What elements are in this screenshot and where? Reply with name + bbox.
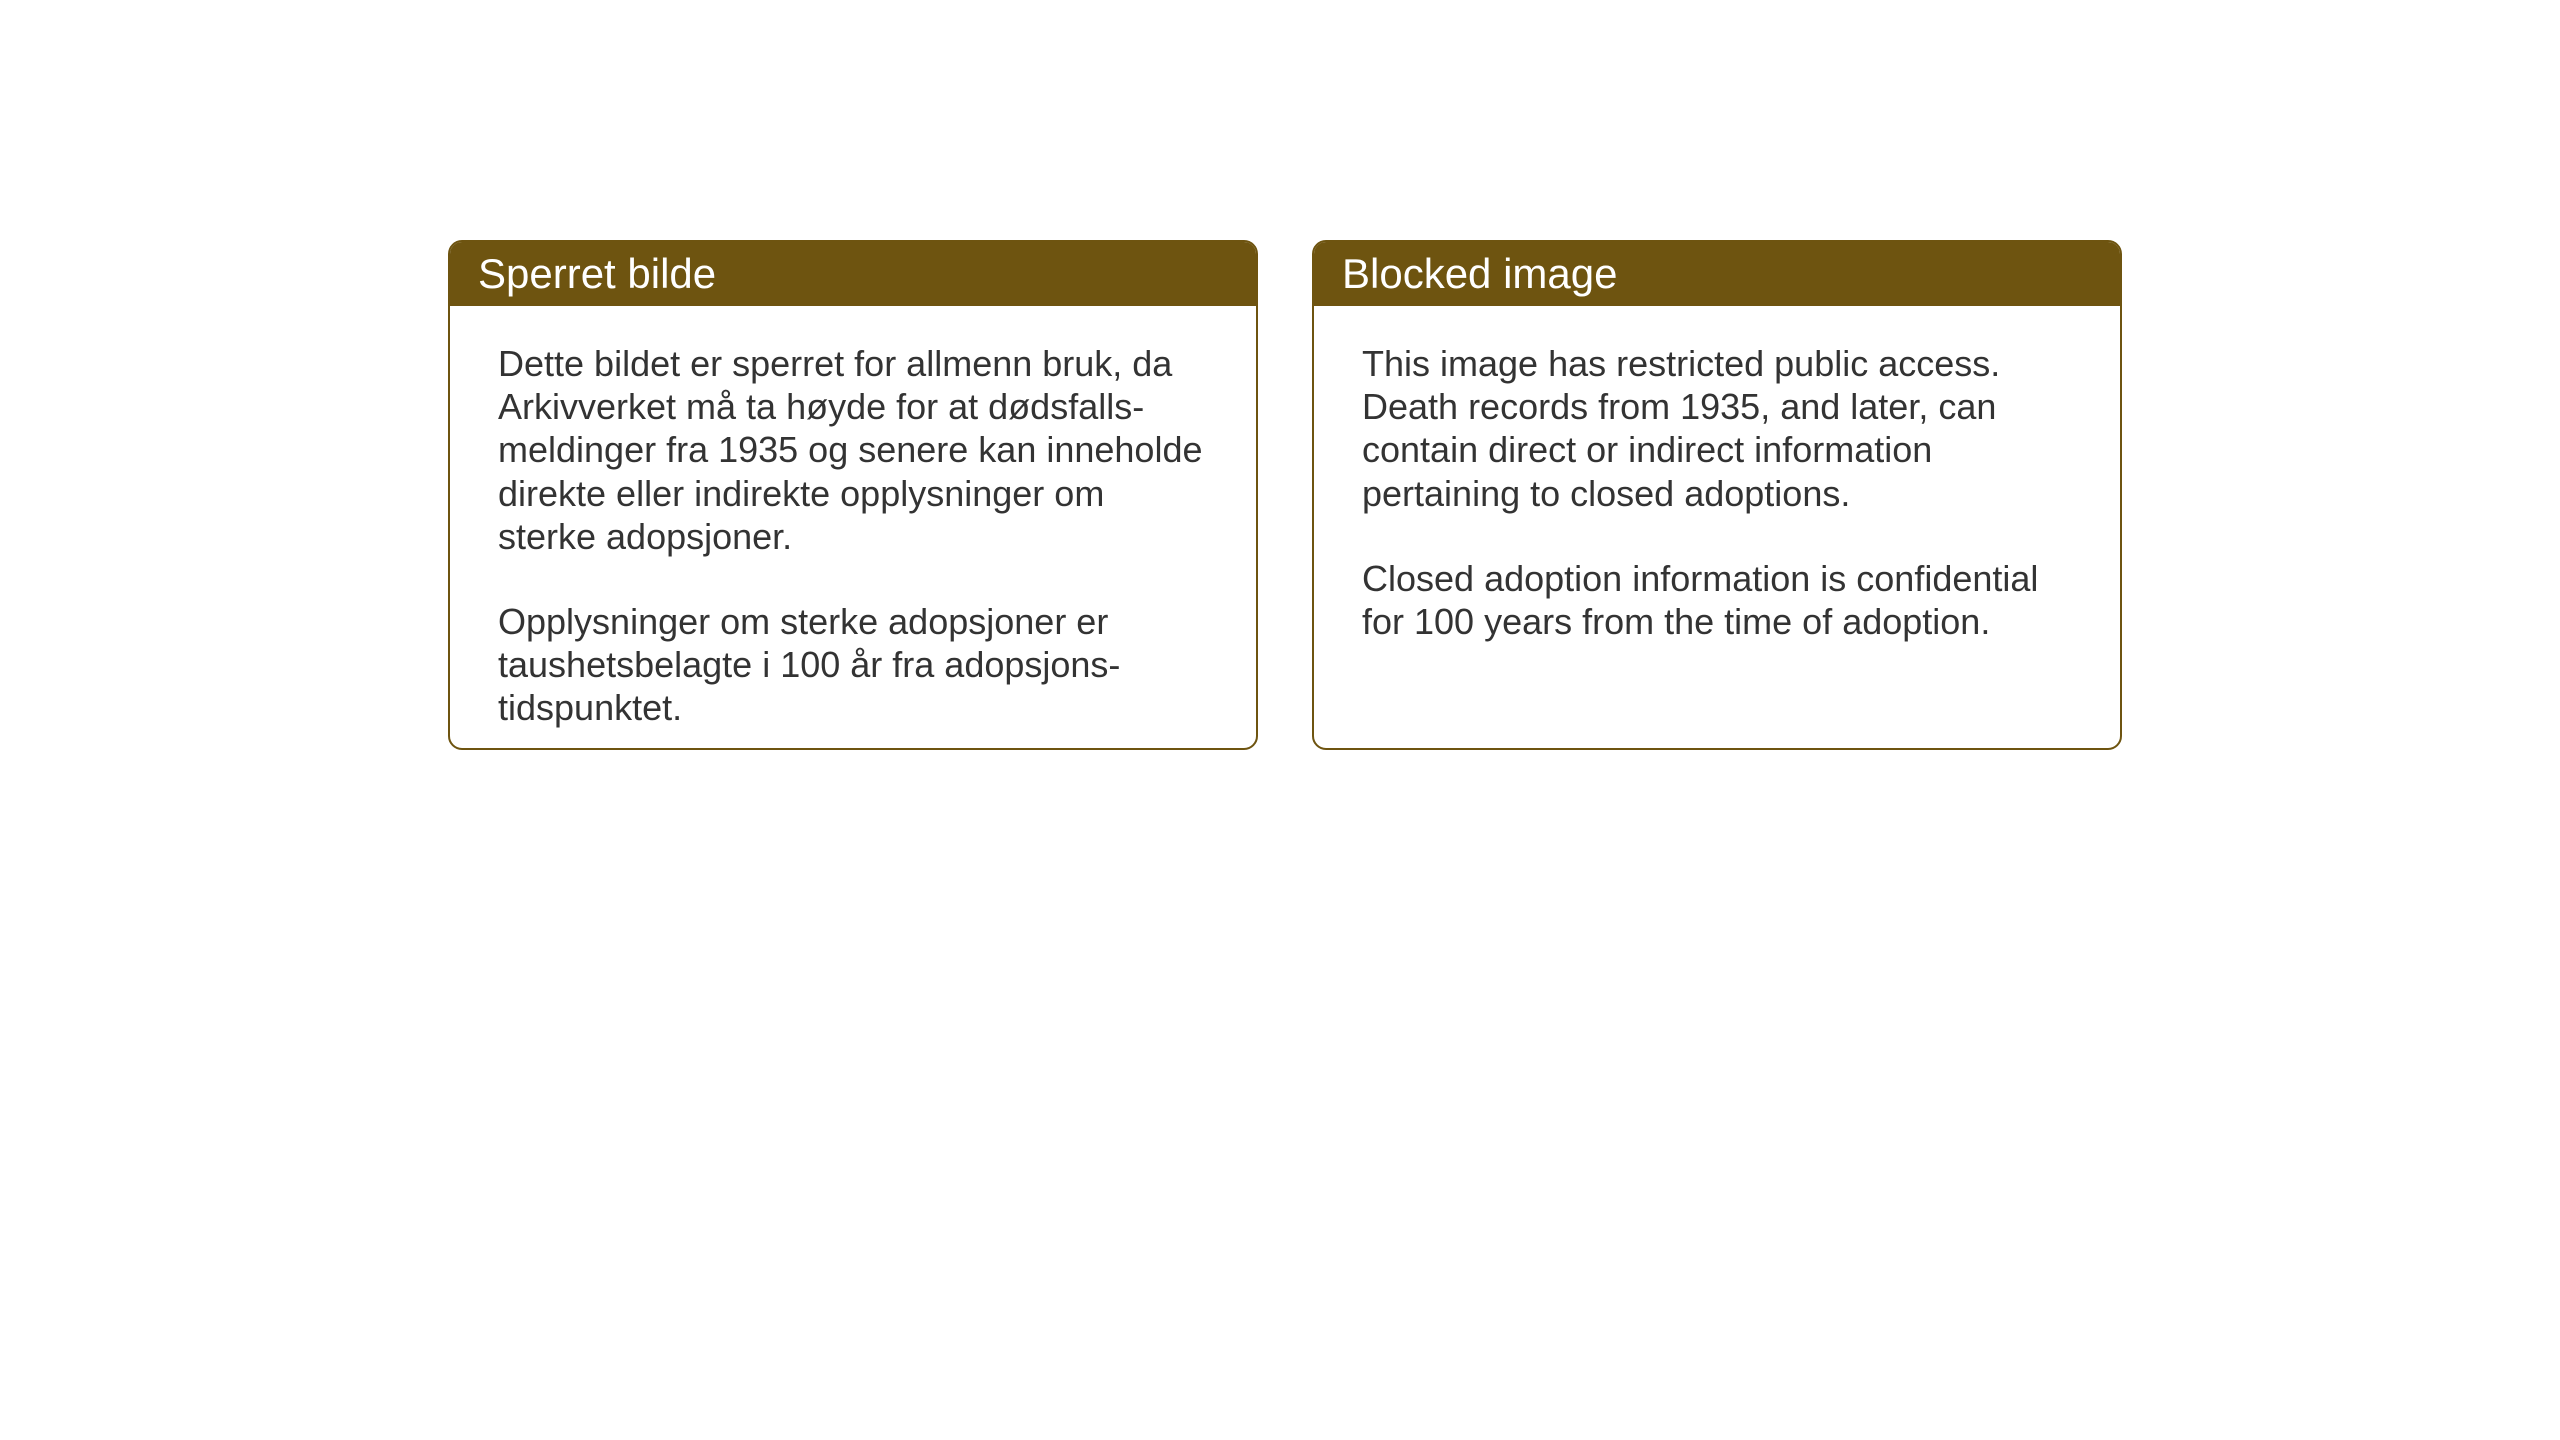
notice-cards-container: Sperret bilde Dette bildet er sperret fo…: [448, 240, 2560, 750]
english-paragraph-2: Closed adoption information is confident…: [1362, 557, 2072, 643]
english-card-title: Blocked image: [1314, 242, 2120, 306]
english-notice-card: Blocked image This image has restricted …: [1312, 240, 2122, 750]
norwegian-card-title: Sperret bilde: [450, 242, 1256, 306]
english-paragraph-1: This image has restricted public access.…: [1362, 342, 2072, 515]
norwegian-notice-card: Sperret bilde Dette bildet er sperret fo…: [448, 240, 1258, 750]
english-card-body: This image has restricted public access.…: [1314, 306, 2120, 679]
norwegian-card-body: Dette bildet er sperret for allmenn bruk…: [450, 306, 1256, 750]
norwegian-paragraph-2: Opplysninger om sterke adopsjoner er tau…: [498, 600, 1208, 730]
norwegian-paragraph-1: Dette bildet er sperret for allmenn bruk…: [498, 342, 1208, 558]
